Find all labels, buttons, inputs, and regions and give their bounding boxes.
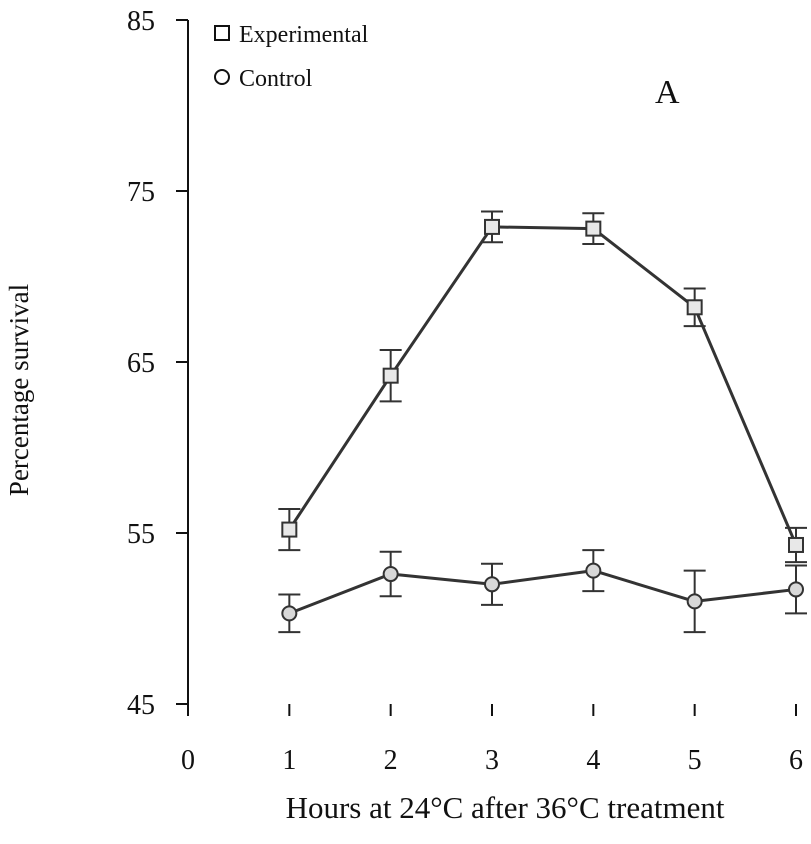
y-tick-label-55: 55 [127, 519, 155, 550]
x-tick-label-0: 0 [181, 745, 195, 776]
point-experimental-4 [586, 222, 600, 236]
x-tick-label-5: 5 [688, 745, 702, 776]
y-tick-label-75: 75 [127, 177, 155, 208]
series-line-control [289, 571, 796, 614]
point-control-3 [485, 577, 499, 591]
legend-marker-control [215, 70, 229, 84]
point-experimental-6 [789, 538, 803, 552]
series-layer [278, 212, 807, 633]
y-tick-label-65: 65 [127, 348, 155, 379]
x-tick-label-3: 3 [485, 745, 499, 776]
y-axis-label: Percentage survival [4, 284, 34, 496]
panel-label: A [655, 74, 680, 111]
point-experimental-1 [282, 523, 296, 537]
legend-item-control: Control [215, 66, 313, 92]
legend-label-control: Control [239, 66, 313, 92]
y-tick-label-85: 85 [127, 6, 155, 37]
y-tick-label-45: 45 [127, 690, 155, 721]
legend: Experimental Control [215, 22, 369, 92]
legend-marker-experimental [215, 26, 229, 40]
x-tick-label-2: 2 [384, 745, 398, 776]
x-axis-label: Hours at 24°C after 36°C treatment [286, 790, 725, 825]
series-experimental [278, 212, 807, 563]
point-control-5 [688, 594, 702, 608]
point-experimental-2 [384, 369, 398, 383]
point-control-6 [789, 582, 803, 596]
point-experimental-3 [485, 220, 499, 234]
legend-label-experimental: Experimental [239, 22, 369, 48]
series-control [278, 550, 807, 632]
x-tick-label-1: 1 [282, 745, 296, 776]
series-line-experimental [289, 227, 796, 545]
point-experimental-5 [688, 300, 702, 314]
x-tick-label-4: 4 [586, 745, 600, 776]
x-tick-label-6: 6 [789, 745, 803, 776]
point-control-2 [384, 567, 398, 581]
point-control-4 [586, 564, 600, 578]
legend-item-experimental: Experimental [215, 22, 369, 48]
point-control-1 [282, 606, 296, 620]
